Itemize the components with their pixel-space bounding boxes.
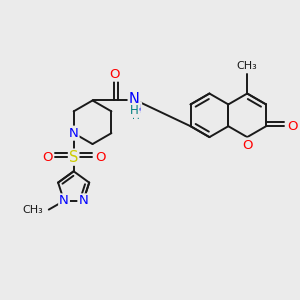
Text: S: S (69, 150, 78, 165)
Text: H: H (130, 104, 139, 117)
Text: N: N (69, 127, 79, 140)
Text: O: O (242, 139, 252, 152)
Text: N: N (59, 194, 69, 207)
Text: O: O (287, 120, 298, 133)
Text: N: N (129, 92, 140, 107)
Text: CH₃: CH₃ (237, 61, 258, 71)
Text: O: O (42, 151, 52, 164)
Text: O: O (109, 68, 120, 80)
Text: N: N (78, 194, 88, 207)
Text: N: N (131, 103, 141, 116)
Text: H: H (132, 111, 140, 121)
Text: CH₃: CH₃ (22, 205, 43, 214)
Text: O: O (95, 151, 105, 164)
